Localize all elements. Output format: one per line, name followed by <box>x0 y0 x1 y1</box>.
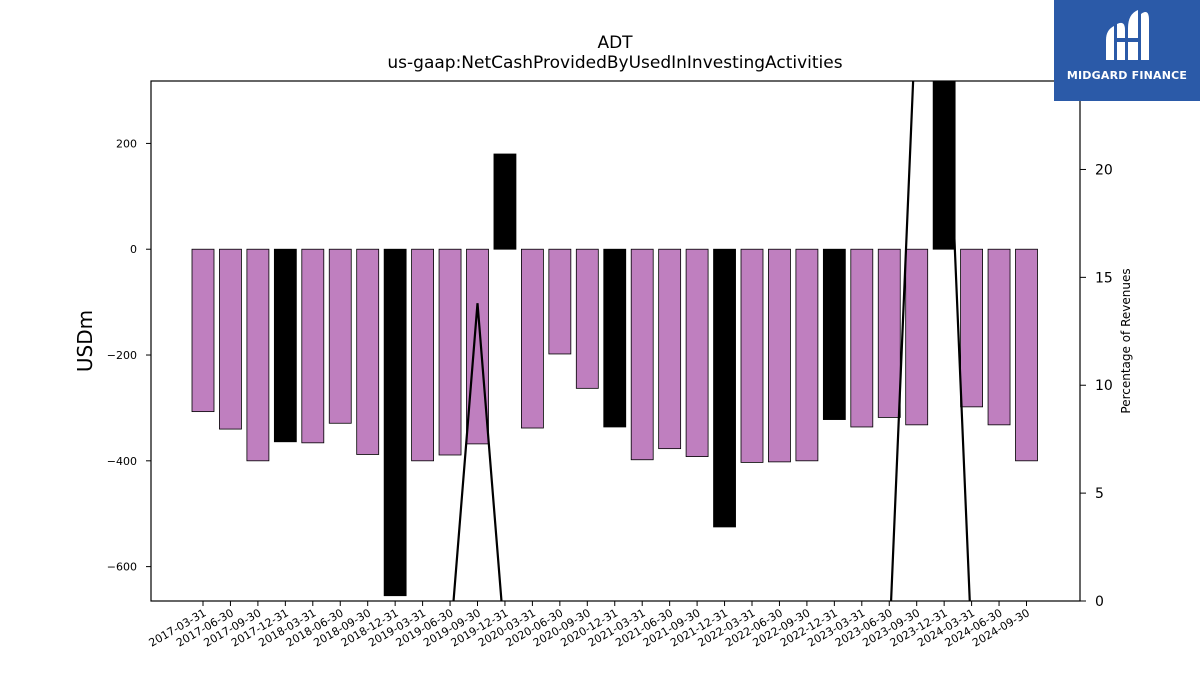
midgard-logo-icon <box>1106 10 1149 60</box>
y-axis-label: USDm <box>73 310 97 372</box>
bar-2022-12-31 <box>822 248 846 420</box>
bar-2021-09-30 <box>685 248 709 457</box>
y-tick-label: 0 <box>130 243 137 256</box>
bar-2022-09-30 <box>795 248 819 462</box>
y-tick-label: −200 <box>107 349 137 362</box>
bar-2024-09-30 <box>1015 248 1038 462</box>
bar-2023-03-31 <box>850 248 874 428</box>
y2-tick-label: 20 <box>1095 162 1113 178</box>
bar-2019-03-31 <box>411 248 435 462</box>
bar-2017-03-31 <box>191 248 215 413</box>
bar-2019-12-31 <box>493 153 517 250</box>
y2-tick-label: 5 <box>1095 486 1104 502</box>
bar-2023-06-30 <box>877 248 901 418</box>
bar-2020-12-31 <box>603 248 627 428</box>
bar-2019-09-30 <box>466 248 489 445</box>
bar-2017-09-30 <box>246 248 270 462</box>
brand-logo: MIDGARD FINANCE <box>1054 0 1200 101</box>
y2-tick-label: 0 <box>1095 594 1104 610</box>
bar-2024-03-31 <box>960 248 983 408</box>
y-tick-label: −400 <box>107 455 137 468</box>
chart-title: ADT <box>597 33 633 53</box>
bar-2020-09-30 <box>575 248 599 389</box>
bar-2021-06-30 <box>658 248 682 450</box>
bar-2019-06-30 <box>438 248 462 456</box>
bar-2023-09-30 <box>905 248 929 426</box>
bar-2018-12-31 <box>383 248 407 597</box>
bar-2017-12-31 <box>273 248 297 443</box>
line-group <box>452 81 971 601</box>
bar-2018-09-30 <box>356 248 380 455</box>
bar-2021-12-31 <box>713 248 736 528</box>
bar-group <box>191 81 1038 597</box>
logo-text: MIDGARD FINANCE <box>1066 69 1188 82</box>
bar-2021-03-31 <box>630 248 654 461</box>
y2-axis-label: Percentage of Revenues <box>1119 268 1133 413</box>
percentage-line <box>452 81 971 601</box>
bar-2020-06-30 <box>548 248 572 355</box>
bar-2022-06-30 <box>768 248 791 463</box>
right-axis: 0 5 10 15 20 <box>1080 162 1113 610</box>
bar-2018-06-30 <box>328 248 352 424</box>
bar-2020-03-31 <box>521 248 544 429</box>
plot-frame <box>150 80 1081 602</box>
x-axis: 2017-03-312017-06-302017-09-302017-12-31… <box>147 601 1032 650</box>
y2-tick-label: 15 <box>1095 270 1113 286</box>
bar-2024-06-30 <box>987 248 1011 426</box>
y2-tick-label: 10 <box>1095 378 1113 394</box>
chart-subtitle: us-gaap:NetCashProvidedByUsedInInvesting… <box>387 53 842 73</box>
bar-2018-03-31 <box>301 248 325 444</box>
y-tick-label: −600 <box>107 561 137 574</box>
left-axis: 200 0 −200 −400 −600 <box>107 137 151 574</box>
bar-2017-06-30 <box>219 248 242 430</box>
y-tick-label: 200 <box>116 137 137 150</box>
bar-2022-03-31 <box>740 248 764 463</box>
